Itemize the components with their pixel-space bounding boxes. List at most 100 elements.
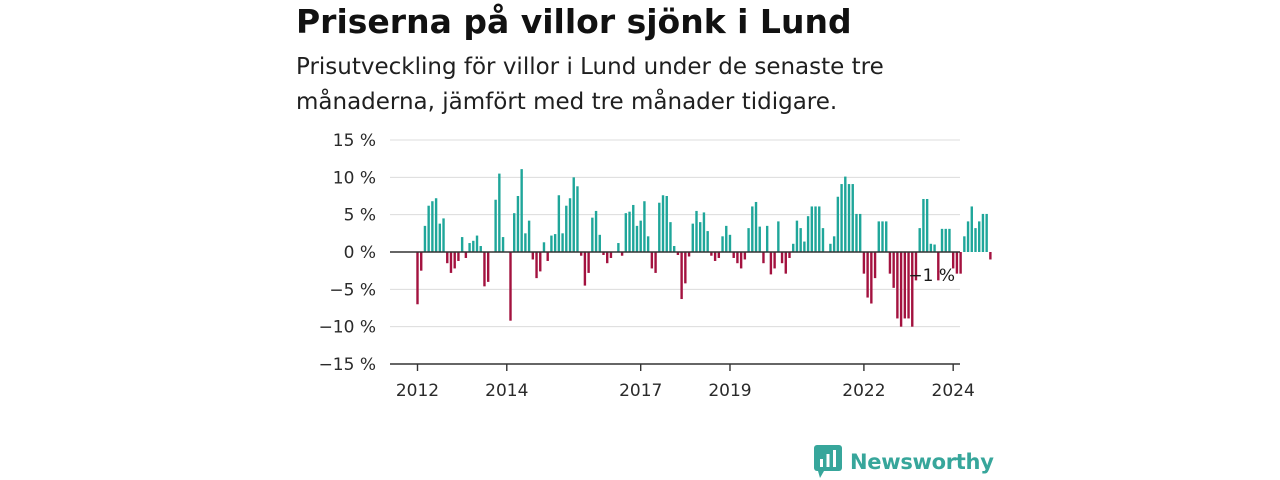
bar	[933, 244, 936, 252]
bar	[643, 201, 646, 252]
bar	[658, 202, 661, 252]
bar	[892, 252, 895, 288]
bar	[483, 252, 486, 287]
bar	[836, 196, 840, 252]
bar	[951, 252, 955, 269]
y-tick-label: −15 %	[319, 355, 376, 375]
bar	[591, 217, 594, 252]
x-tick-label: 2024	[932, 381, 975, 401]
y-axis-ticks: 15 % 10 % 5 % 0 % −5 % −10 % −15 %	[319, 131, 376, 375]
bar	[858, 213, 862, 252]
bar	[981, 213, 985, 252]
bar	[691, 223, 694, 252]
bar	[520, 169, 523, 252]
bar	[457, 252, 460, 261]
bar	[966, 221, 970, 252]
bar	[885, 221, 888, 252]
bar	[561, 233, 564, 252]
bar	[862, 252, 866, 274]
bar	[498, 173, 501, 252]
bar	[524, 233, 527, 252]
bar	[699, 222, 702, 252]
bar	[654, 252, 657, 273]
bar	[777, 221, 780, 252]
bar	[944, 228, 947, 252]
bar	[721, 236, 724, 252]
y-tick-label: 5 %	[344, 206, 376, 226]
bar	[851, 184, 854, 252]
bar	[881, 221, 884, 252]
bar	[460, 237, 464, 252]
bar	[427, 205, 430, 252]
bar	[710, 252, 713, 256]
bar	[434, 198, 438, 252]
brand-name: Newsworthy	[850, 450, 994, 474]
bar	[844, 176, 847, 252]
bar	[743, 252, 747, 260]
bar	[803, 241, 806, 252]
bar	[814, 206, 817, 252]
bar	[758, 226, 761, 252]
x-tick-label: 2017	[619, 381, 662, 401]
bar	[527, 220, 531, 252]
bar	[788, 252, 791, 258]
bar	[635, 225, 639, 252]
bar	[639, 220, 642, 252]
bar	[780, 252, 784, 264]
bar	[494, 199, 497, 252]
bar	[725, 225, 728, 252]
brand-logo: Newsworthy	[814, 445, 994, 479]
bar	[513, 213, 516, 252]
bar	[453, 252, 456, 269]
bar	[959, 252, 962, 274]
bar	[918, 228, 921, 252]
bar	[602, 252, 605, 255]
bar	[911, 252, 914, 327]
bar	[765, 225, 769, 252]
bar	[546, 252, 549, 261]
bar	[550, 235, 553, 252]
bar	[736, 252, 739, 264]
bar	[442, 218, 445, 252]
bar	[840, 184, 843, 252]
bar	[970, 206, 973, 252]
bar	[806, 216, 810, 252]
bar	[847, 184, 851, 252]
bar	[594, 210, 598, 252]
bar	[914, 252, 918, 281]
bar	[792, 243, 795, 252]
bars	[416, 169, 992, 327]
bar	[624, 213, 628, 252]
bar	[728, 234, 732, 252]
bar	[687, 252, 691, 257]
bar	[438, 223, 442, 252]
bar	[754, 201, 758, 252]
y-tick-label: −5 %	[329, 280, 376, 300]
bar	[423, 225, 427, 252]
bar	[587, 252, 590, 273]
bar	[628, 211, 631, 252]
bar	[769, 252, 773, 275]
bar	[609, 252, 613, 258]
x-axis-ticks: 2012 2014 2017 2019 2022 2024	[396, 364, 975, 401]
bar	[948, 228, 951, 252]
bar	[922, 198, 925, 252]
bar	[963, 236, 966, 252]
bar	[568, 198, 572, 252]
bar	[542, 242, 546, 252]
bar	[650, 252, 654, 269]
bar	[989, 252, 992, 260]
bar	[449, 252, 453, 273]
bar	[832, 236, 836, 252]
bar	[583, 252, 587, 286]
newsworthy-logo-icon	[814, 445, 842, 478]
bar	[516, 196, 520, 252]
y-tick-label: 15 %	[333, 131, 376, 151]
bar	[702, 212, 706, 252]
y-tick-label: 10 %	[333, 168, 376, 188]
bar	[706, 231, 709, 252]
bar	[955, 252, 959, 274]
x-tick-label: 2019	[708, 381, 751, 401]
bar	[565, 205, 568, 252]
